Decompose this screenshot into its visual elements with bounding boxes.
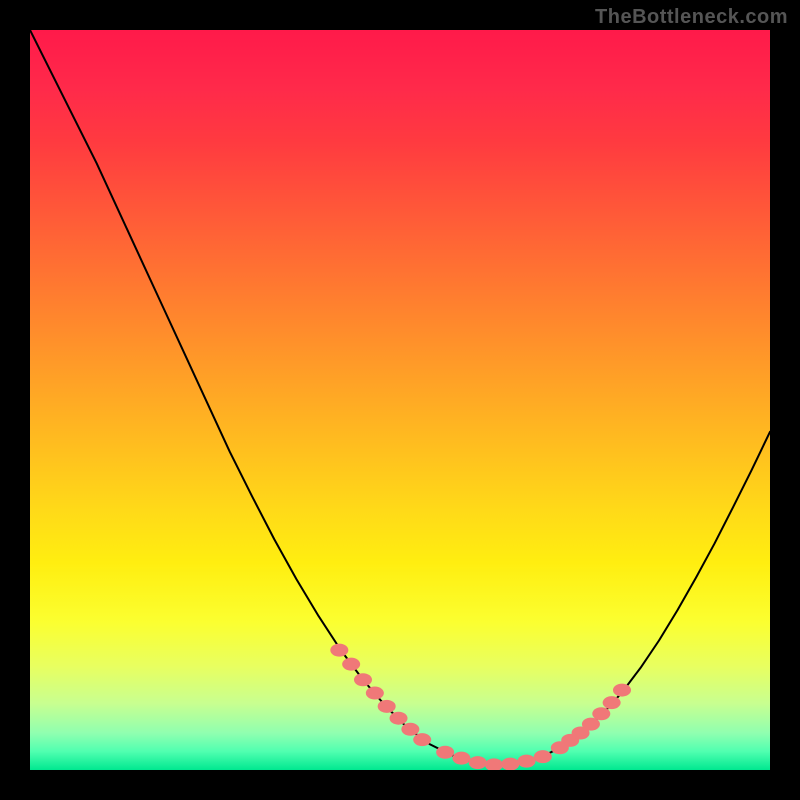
marker-point <box>582 718 600 731</box>
marker-point <box>534 750 552 763</box>
marker-point <box>501 758 519 770</box>
marker-point <box>613 684 631 697</box>
marker-point <box>592 707 610 720</box>
marker-point <box>452 752 470 765</box>
markers-group <box>330 644 631 770</box>
bottleneck-curve <box>30 30 770 766</box>
marker-point <box>330 644 348 657</box>
chart-container: TheBottleneck.com <box>0 0 800 800</box>
marker-point <box>378 700 396 713</box>
marker-point <box>469 756 487 769</box>
plot-area <box>30 30 770 770</box>
marker-point <box>413 733 431 746</box>
marker-point <box>401 723 419 736</box>
marker-point <box>603 696 621 709</box>
marker-point <box>436 746 454 759</box>
watermark-text: TheBottleneck.com <box>595 6 788 29</box>
chart-svg <box>30 30 770 770</box>
marker-point <box>390 712 408 725</box>
marker-point <box>366 687 384 700</box>
marker-point <box>518 755 536 768</box>
marker-point <box>485 758 503 770</box>
marker-point <box>354 673 372 686</box>
marker-point <box>342 658 360 671</box>
